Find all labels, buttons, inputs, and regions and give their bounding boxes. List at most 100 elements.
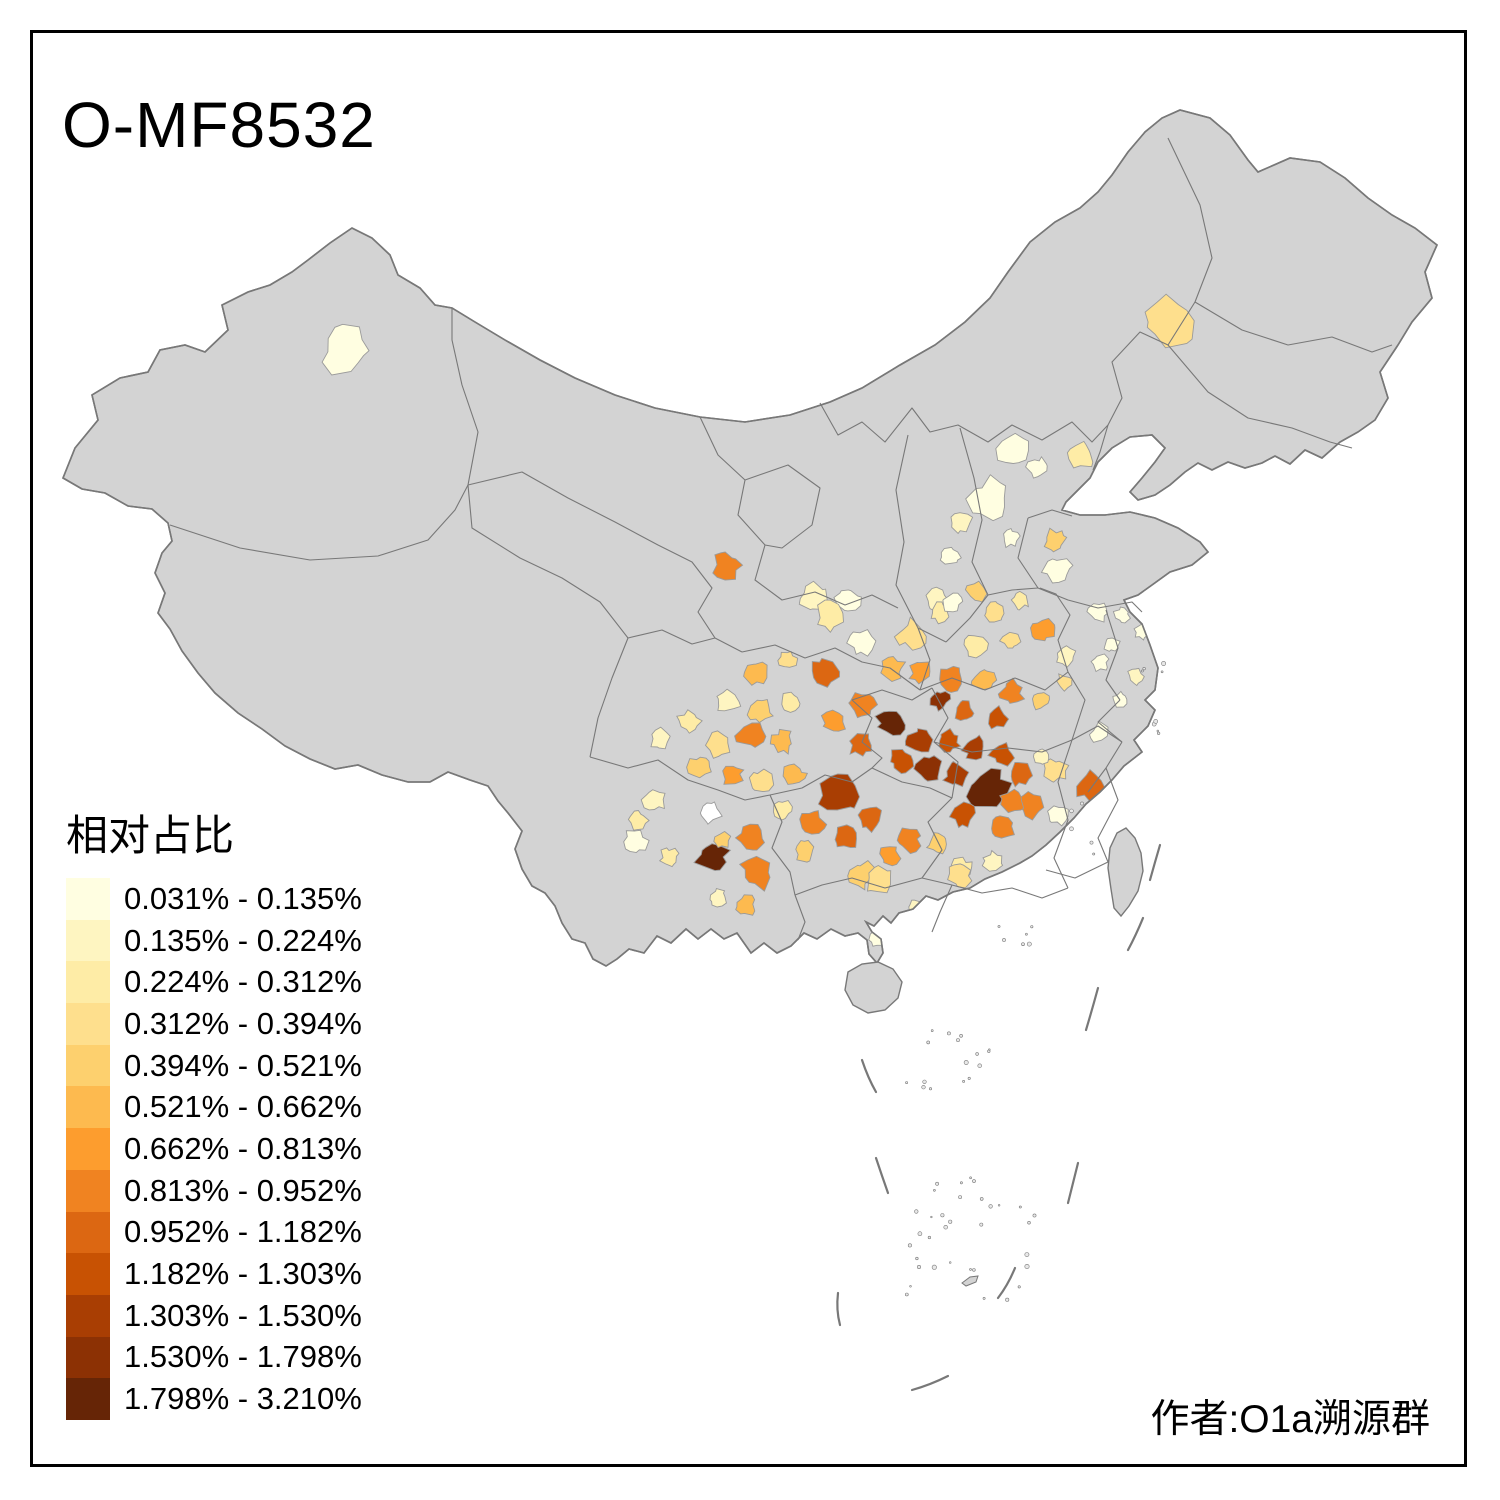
island-dot bbox=[948, 1219, 953, 1224]
legend-label: 0.031% - 0.135% bbox=[124, 880, 362, 916]
map-region-patch bbox=[874, 710, 906, 736]
province-border bbox=[769, 794, 796, 896]
island-dot bbox=[927, 1235, 932, 1240]
map-region-patch bbox=[893, 616, 927, 651]
map-region-patch bbox=[640, 789, 666, 811]
legend: 相对占比 0.031% - 0.135% 0.135% - 0.224% 0.224… bbox=[66, 812, 362, 1420]
island-dot bbox=[1025, 932, 1028, 936]
legend-swatch bbox=[66, 1253, 110, 1295]
legend-swatch bbox=[66, 1044, 110, 1087]
map-region-patch bbox=[938, 727, 962, 753]
island-dot bbox=[1080, 801, 1084, 806]
map-region-patch bbox=[981, 849, 1004, 872]
legend-label: 0.813% - 0.952% bbox=[124, 1172, 362, 1208]
map-region-patch bbox=[1127, 667, 1145, 687]
map-region-patch bbox=[963, 634, 989, 659]
island-dot bbox=[1142, 666, 1146, 671]
map-region-patch bbox=[734, 722, 767, 748]
province-border bbox=[627, 629, 716, 645]
map-region-patch bbox=[658, 847, 680, 868]
province-border bbox=[1105, 609, 1121, 701]
island-dot bbox=[963, 1060, 969, 1065]
map-region-patch bbox=[713, 830, 732, 849]
map-region-patch bbox=[998, 631, 1022, 649]
legend-rows: 0.031% - 0.135% 0.135% - 0.224% 0.224% - 0… bbox=[66, 878, 362, 1420]
map-region-patch bbox=[321, 323, 370, 376]
island-dot bbox=[959, 1034, 963, 1038]
island-dot bbox=[904, 1292, 909, 1297]
province-border bbox=[744, 464, 821, 549]
map-region-patch bbox=[984, 601, 1005, 623]
map-region-patch bbox=[1090, 653, 1110, 673]
map-region-patch bbox=[991, 815, 1015, 839]
map-region-patch bbox=[988, 705, 1010, 730]
map-region-patch bbox=[1066, 440, 1094, 469]
island-dot bbox=[931, 1264, 937, 1270]
map-region-patch bbox=[948, 801, 976, 829]
island-dot bbox=[1030, 925, 1034, 929]
map-region-patch bbox=[890, 748, 915, 775]
province-border bbox=[1092, 424, 1109, 471]
legend-title: 相对占比 bbox=[66, 812, 235, 859]
island-dot bbox=[916, 1265, 921, 1270]
island-dot bbox=[1024, 1264, 1030, 1270]
legend-label: 0.312% - 0.394% bbox=[124, 1005, 362, 1041]
country-outline-path bbox=[62, 109, 1438, 967]
legend-label: 1.182% - 1.303% bbox=[124, 1256, 362, 1292]
nine-dash-segment bbox=[836, 1291, 842, 1327]
legend-label: 0.224% - 0.312% bbox=[124, 964, 362, 1000]
map-region-patch bbox=[939, 665, 963, 693]
province-border bbox=[919, 671, 1069, 691]
island-dot bbox=[969, 1176, 972, 1180]
map-region-patch bbox=[834, 824, 857, 848]
map-region-patch bbox=[712, 551, 744, 581]
map-region-patch bbox=[782, 763, 809, 785]
nine-dash-segment bbox=[1066, 1161, 1080, 1205]
legend-row: 0.135% - 0.224% bbox=[66, 919, 362, 962]
province-border bbox=[917, 627, 931, 691]
island-dot bbox=[933, 1189, 936, 1192]
country-outline bbox=[62, 109, 1438, 967]
island-dot bbox=[917, 1231, 923, 1236]
map-region-patch bbox=[1032, 692, 1050, 711]
province-border bbox=[467, 471, 743, 653]
legend-label: 0.952% - 1.182% bbox=[124, 1214, 362, 1250]
map-region-patch bbox=[1144, 293, 1195, 349]
islands bbox=[844, 827, 1144, 1287]
island-dot bbox=[1018, 1205, 1022, 1209]
map-region-patch bbox=[1003, 528, 1021, 549]
legend-row: 1.182% - 1.303% bbox=[66, 1253, 362, 1295]
map-region-patch bbox=[847, 860, 877, 891]
island-dot bbox=[956, 1038, 960, 1043]
island-dot bbox=[921, 1085, 926, 1090]
legend-row: 0.224% - 0.312% bbox=[66, 961, 362, 1004]
province-border bbox=[769, 767, 873, 796]
map-region-patch bbox=[999, 788, 1025, 814]
province-border bbox=[819, 137, 1213, 443]
island-dot bbox=[1026, 941, 1032, 947]
map-region-patch bbox=[817, 599, 844, 634]
province-border bbox=[851, 687, 933, 701]
province-border bbox=[741, 644, 921, 691]
province-border bbox=[794, 894, 806, 941]
nine-dash-segment bbox=[996, 1266, 1017, 1300]
map-region-patch bbox=[997, 677, 1026, 704]
map-region-patch bbox=[799, 810, 828, 835]
island-dot bbox=[943, 1224, 948, 1230]
province-border bbox=[589, 637, 629, 758]
map-region-patch bbox=[1030, 617, 1056, 642]
legend-row: 0.662% - 0.813% bbox=[66, 1128, 362, 1170]
island-dot bbox=[997, 925, 1001, 928]
map-region-patch bbox=[1040, 558, 1074, 584]
map-region-patch bbox=[650, 726, 671, 750]
legend-swatch bbox=[66, 1211, 110, 1254]
map-region-patch bbox=[866, 864, 892, 894]
province-border bbox=[921, 877, 1069, 899]
map-region-patch bbox=[746, 698, 774, 724]
map-region-patch bbox=[1025, 455, 1048, 479]
island-dot bbox=[960, 1181, 963, 1185]
island-dot bbox=[979, 1197, 984, 1201]
island-dot bbox=[914, 1209, 919, 1214]
map-region-patch bbox=[1112, 606, 1131, 624]
